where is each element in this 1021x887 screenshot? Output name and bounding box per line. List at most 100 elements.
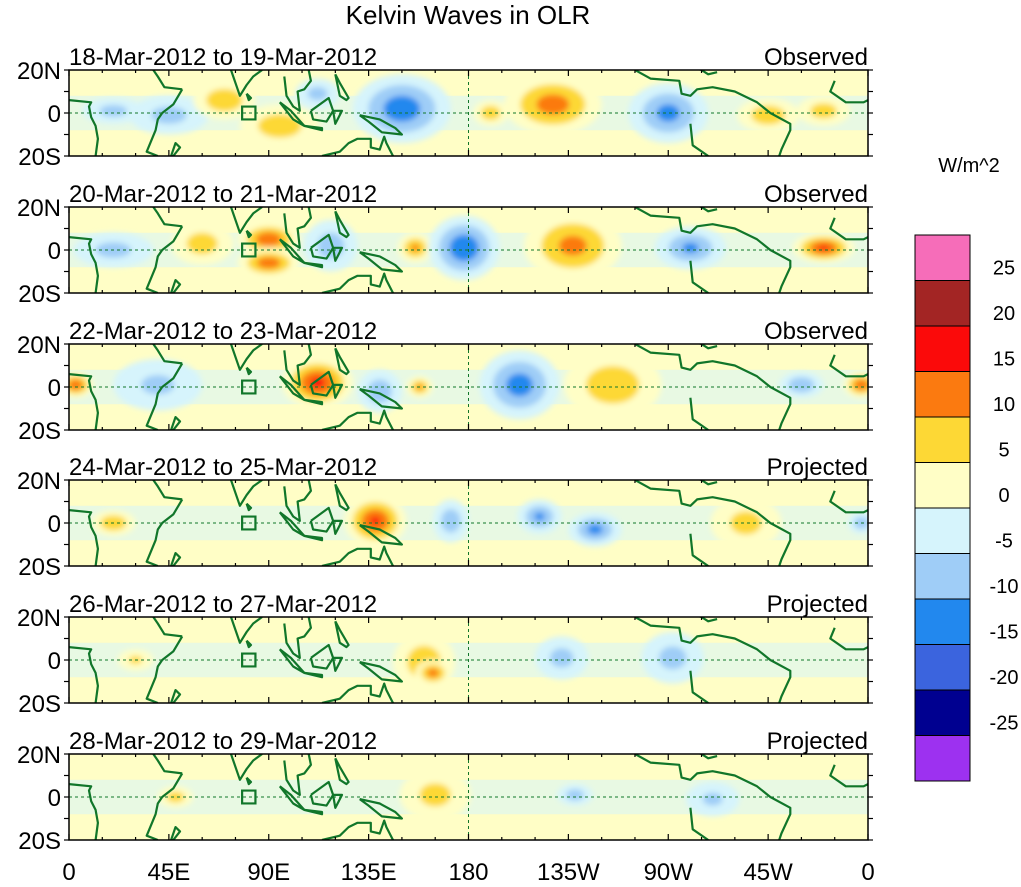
colorbar-tick-label: 15: [993, 349, 1015, 371]
coastline: [321, 409, 394, 430]
coastline: [145, 635, 184, 703]
panel-status: Observed: [764, 44, 868, 71]
coastline: [170, 825, 182, 840]
anomaly-level: [255, 232, 282, 247]
panel-status: Observed: [764, 318, 868, 345]
coastline: [245, 776, 253, 786]
x-tick-label: 180: [448, 859, 488, 886]
region-box: [241, 652, 257, 668]
y-tick-label: 20S: [18, 418, 61, 445]
region-box: [241, 105, 257, 121]
coastlines: [69, 70, 868, 156]
panel-status: Projected: [767, 728, 868, 755]
coastline: [145, 225, 184, 293]
coastline: [145, 362, 184, 430]
coastline: [170, 551, 182, 566]
anomaly-level: [419, 783, 451, 807]
y-tick-label: 0: [48, 375, 61, 402]
coastline: [152, 617, 183, 638]
region-box: [241, 515, 257, 531]
y-tick-label: 20N: [17, 58, 61, 85]
coastline: [229, 207, 263, 234]
coastline: [689, 397, 709, 430]
coastline: [283, 754, 312, 797]
x-tick-label: 0: [62, 859, 75, 886]
coastline: [229, 480, 263, 507]
coastline: [229, 617, 263, 644]
coastline: [359, 798, 403, 820]
colorbar-swatch: [914, 325, 971, 372]
coastline: [245, 92, 253, 102]
coastline: [304, 534, 324, 542]
anomaly-level: [141, 375, 175, 395]
coastlines: [69, 754, 868, 840]
x-axis: 0 45E 90E 135E 180 135W 90W 45W 0: [62, 859, 874, 886]
coastline: [321, 682, 394, 703]
anomaly-level: [818, 245, 829, 251]
coastline: [634, 344, 792, 430]
panel-4: 20N 0 20S 24-Mar-2012 to 25-Mar-2012 Project…: [17, 454, 873, 581]
x-tick-label: 45E: [148, 859, 191, 886]
anomaly-level: [549, 648, 574, 668]
anomaly-level: [441, 509, 461, 533]
coastline: [634, 207, 792, 293]
coastline: [697, 344, 718, 350]
y-tick-label: 20S: [18, 554, 61, 581]
anomaly-level: [536, 94, 570, 115]
colorbar-tick-label: 5: [998, 440, 1009, 462]
coastline: [697, 754, 718, 760]
anomaly-level: [751, 105, 786, 125]
coastline: [829, 627, 868, 651]
coastline: [69, 236, 100, 293]
anomaly-level: [587, 524, 603, 535]
coastlines: [69, 207, 868, 293]
y-tick-label: 0: [48, 238, 61, 265]
panel-2: 20N 0 20S 20-Mar-2012 to 21-Mar-2012 Observe…: [17, 181, 873, 308]
panel-status: Projected: [767, 454, 868, 481]
panel-5: 20N 0 20S 26-Mar-2012 to 27-Mar-2012 Project…: [17, 591, 873, 718]
coastline: [309, 233, 335, 260]
coastline: [283, 344, 312, 386]
coastline: [152, 207, 183, 228]
coastlines: [69, 344, 868, 430]
coastline: [634, 70, 792, 156]
colorbar-swatch: [914, 416, 971, 463]
colorbar-swatch: [914, 598, 971, 645]
coastline: [283, 480, 312, 523]
y-tick-label: 20S: [18, 691, 61, 718]
y-tick-label: 0: [48, 648, 61, 675]
coastline: [69, 646, 100, 703]
coastline: [309, 780, 335, 807]
coastline: [334, 73, 350, 102]
anomaly-level: [534, 512, 545, 521]
coastline: [321, 272, 394, 293]
anomaly-level: [586, 366, 640, 404]
colorbar-swatch: [914, 462, 971, 509]
x-tick-label: 135W: [537, 859, 600, 886]
coastline: [634, 617, 792, 703]
anomaly-level: [788, 377, 815, 393]
colorbar-tick-label: 0: [998, 485, 1009, 507]
panel-ticks: [64, 69, 873, 157]
panel-1: 20N 0 20S 18-Mar-2012 to 19-Mar-2012 Observe…: [17, 44, 873, 171]
coastlines: [69, 617, 868, 703]
anomaly-level: [186, 232, 218, 255]
panel-stack: 20N 0 20S 18-Mar-2012 to 19-Mar-2012 Observe…: [17, 44, 873, 855]
y-tick-label: 20N: [17, 468, 61, 495]
panel-date-range: 26-Mar-2012 to 27-Mar-2012: [69, 591, 377, 618]
coastline: [170, 279, 182, 293]
coastline: [229, 754, 263, 781]
coastline: [309, 370, 335, 397]
anomaly-level: [658, 646, 687, 670]
anomaly-level: [317, 232, 345, 259]
panel-ticks: [64, 753, 873, 841]
panel-date-range: 28-Mar-2012 to 29-Mar-2012: [69, 728, 377, 755]
coastline: [332, 109, 344, 125]
coastline: [334, 210, 350, 239]
anomaly-level: [558, 235, 587, 256]
coastline: [689, 670, 709, 703]
y-tick-label: 20N: [17, 605, 61, 632]
coastline: [697, 207, 718, 213]
coastline: [697, 70, 718, 76]
anomaly-level: [730, 511, 762, 535]
